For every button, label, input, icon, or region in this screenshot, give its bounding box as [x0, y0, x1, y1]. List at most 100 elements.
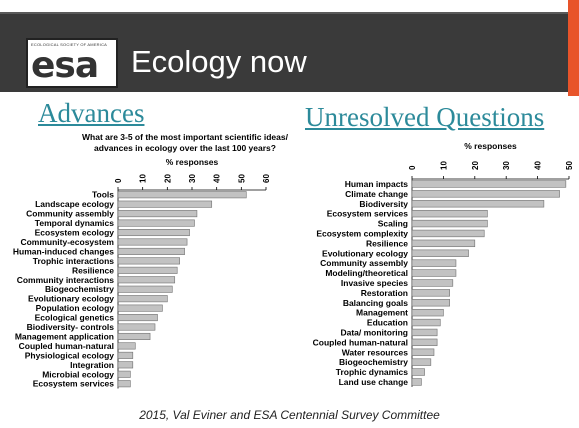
unresolved-category-label: Land use change [339, 377, 409, 387]
unresolved-bar [411, 259, 457, 267]
advances-bar [117, 323, 156, 331]
advances-x-axis-label: % responses [166, 157, 219, 167]
banner-top-rule [0, 12, 570, 14]
unresolved-bar [411, 249, 469, 257]
advances-bar [117, 247, 185, 255]
unresolved-x-tick-label: 20 [471, 161, 480, 170]
footer-citation: 2015, Val Eviner and ESA Centennial Surv… [139, 408, 440, 422]
unresolved-bar [411, 358, 432, 366]
unresolved-category-label: Coupled human-natural [313, 337, 408, 347]
unresolved-category-label: Education [367, 318, 408, 328]
advances-title: Advances [38, 98, 145, 128]
advances-category-label: Temporal dynamics [35, 218, 114, 228]
advances-category-label: Human-induced changes [13, 246, 114, 256]
unresolved-category-label: Balancing goals [343, 298, 408, 308]
advances-category-label: Trophic interactions [33, 256, 115, 266]
unresolved-bar [411, 378, 422, 386]
unresolved-category-label: Resilience [366, 238, 408, 248]
unresolved-bar [411, 209, 488, 218]
advances-bar [117, 342, 136, 350]
unresolved-x-tick-label: 50 [565, 161, 574, 170]
advances-category-label: Ecosystem ecology [35, 228, 115, 238]
advances-category-label: Microbial ecology [42, 369, 114, 379]
unresolved-bar [411, 318, 441, 327]
advances-x-tick-label: 30 [188, 174, 197, 183]
esa-logo-org-text: ECOLOGICAL SOCIETY OF AMERICA [31, 42, 108, 47]
unresolved-category-label: Climate change [345, 189, 408, 199]
advances-bar [117, 361, 134, 369]
unresolved-bar [411, 229, 485, 238]
unresolved-x-axis-label: % responses [464, 141, 517, 151]
advances-category-label: Evolutionary ecology [28, 294, 114, 304]
advances-category-label: Physiological ecology [25, 350, 115, 360]
unresolved-category-label: Ecosystem complexity [316, 228, 408, 238]
advances-category-label: Integration [70, 360, 114, 370]
advances-x-tick-label: 20 [163, 174, 172, 183]
advances-bar [117, 380, 131, 388]
advances-bar [117, 304, 163, 312]
advances-bar [117, 295, 168, 303]
advances-bar [117, 200, 213, 208]
unresolved-category-label: Human impacts [345, 179, 409, 189]
advances-chart-title: What are 3-5 of the most important scien… [82, 132, 289, 153]
unresolved-bar [411, 308, 444, 317]
unresolved-bar [411, 338, 438, 347]
advances-category-label: Tools [92, 190, 114, 200]
unresolved-bar [411, 328, 438, 337]
advances-bar [117, 257, 180, 265]
advances-category-label: Coupled human-natural [19, 341, 114, 351]
advances-bar [117, 351, 134, 359]
advances-x-tick-label: 40 [213, 174, 222, 183]
unresolved-bar [411, 368, 425, 376]
banner-accent-stripe [568, 0, 579, 96]
unresolved-bar [411, 180, 567, 188]
advances-chart: What are 3-5 of the most important scien… [13, 132, 289, 389]
advances-bar [117, 210, 198, 218]
unresolved-category-label: Modeling/theoretical [325, 268, 408, 278]
advances-category-label: Landscape ecology [35, 199, 114, 209]
unresolved-category-label: Community assembly [320, 258, 408, 268]
advances-bar [117, 266, 178, 274]
advances-bar [117, 314, 158, 322]
slide-title: Ecology now [131, 44, 307, 79]
unresolved-x-tick-label: 40 [534, 161, 543, 170]
unresolved-bar [411, 219, 488, 228]
advances-bar [117, 370, 131, 378]
advances-category-label: Community interactions [17, 275, 115, 285]
unresolved-category-label: Biogeochemistry [339, 357, 408, 367]
unresolved-bar [411, 190, 560, 198]
unresolved-bar [411, 348, 435, 356]
unresolved-x-tick-label: 30 [502, 161, 511, 170]
advances-bar [117, 332, 151, 340]
unresolved-x-tick-label: 0 [408, 165, 417, 170]
unresolved-category-label: Trophic dynamics [336, 367, 409, 377]
unresolved-questions-title: Unresolved Questions [305, 102, 545, 132]
unresolved-category-label: Restoration [361, 288, 408, 298]
unresolved-category-label: Biodiversity [359, 199, 408, 209]
advances-bar [117, 229, 190, 237]
advances-x-tick-label: 60 [262, 174, 271, 183]
advances-category-label: Management application [15, 331, 114, 341]
unresolved-bar [411, 269, 457, 277]
esa-logo-mark: esa [31, 45, 99, 86]
advances-x-tick-label: 10 [139, 174, 148, 183]
unresolved-bar [411, 239, 476, 248]
unresolved-bar [411, 279, 454, 287]
unresolved-category-label: Scaling [378, 219, 408, 229]
advances-category-label: Community assembly [26, 209, 114, 219]
esa-logo: ECOLOGICAL SOCIETY OF AMERICA esa [26, 38, 118, 88]
advances-category-label: Ecological genetics [35, 313, 115, 323]
unresolved-bar [411, 200, 545, 208]
advances-bar [117, 285, 173, 293]
advances-category-label: Community-ecosystem [20, 237, 114, 247]
advances-category-label: Resilience [72, 265, 114, 275]
unresolved-bar [411, 289, 450, 297]
advances-x-tick-label: 50 [237, 174, 246, 183]
unresolved-category-label: Data/ monitoring [340, 327, 408, 337]
advances-bar [117, 219, 195, 227]
advances-x-tick-label: 0 [114, 178, 123, 183]
advances-category-label: Biodiversity- controls [27, 322, 115, 332]
advances-category-label: Ecosystem services [33, 379, 115, 389]
unresolved-category-label: Invasive species [341, 278, 408, 288]
unresolved-category-label: Evolutionary ecology [322, 248, 408, 258]
